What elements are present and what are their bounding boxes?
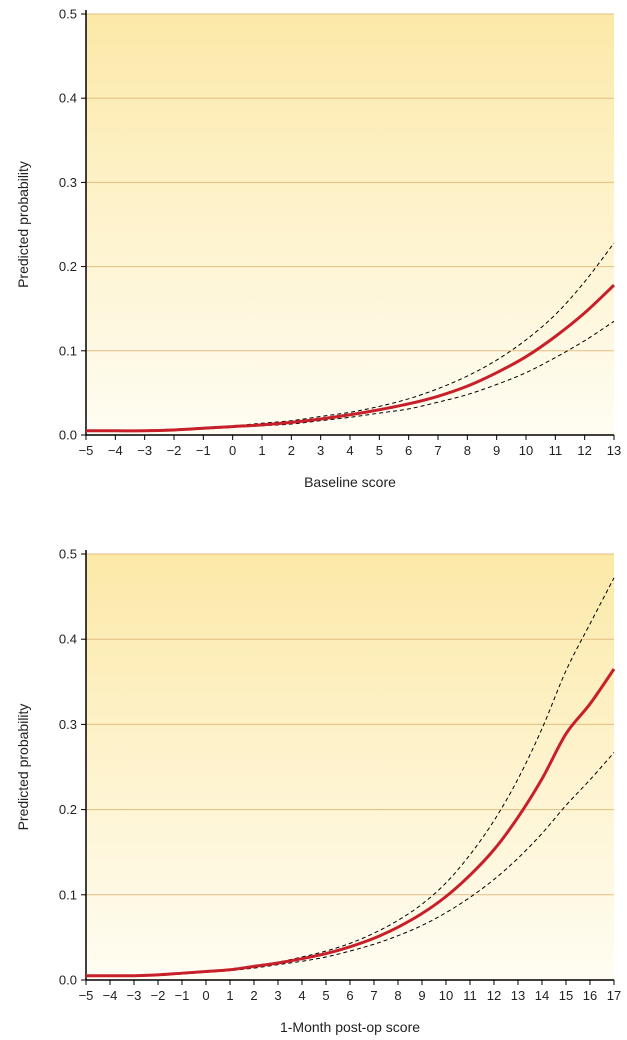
x-tick-label: 9 <box>418 988 425 1003</box>
x-tick-label: −2 <box>167 443 182 458</box>
x-tick-label: −5 <box>79 443 94 458</box>
x-tick-label: −5 <box>79 988 94 1003</box>
y-tick-label: 0.5 <box>59 547 77 562</box>
y-tick-label: 0.3 <box>59 175 77 190</box>
x-tick-label: 10 <box>439 988 453 1003</box>
y-tick-label: 0.4 <box>59 632 77 647</box>
x-tick-label: 5 <box>322 988 329 1003</box>
y-tick-label: 0.0 <box>59 973 77 988</box>
confidence-bound-line <box>85 242 615 432</box>
x-tick-label: −3 <box>137 443 152 458</box>
y-tick-label: 0.0 <box>59 428 77 443</box>
x-tick-label: 1 <box>226 988 233 1003</box>
x-tick-label: 1 <box>258 443 265 458</box>
y-tick-label: 0.5 <box>59 7 77 22</box>
post-op-score-chart: 0.00.10.20.30.40.5−5 −4 −3 −2 −1 0 1 2 3 4 5 6 7 8 9 10… <box>15 547 621 1036</box>
y-tick-label: 0.1 <box>59 343 77 358</box>
x-tick-label: −1 <box>175 988 190 1003</box>
x-tick-label: 3 <box>274 988 281 1003</box>
x-tick-label: 6 <box>405 443 412 458</box>
plot-background <box>86 14 614 435</box>
x-tick-label: 11 <box>463 988 477 1003</box>
x-tick-label: 6 <box>346 988 353 1003</box>
x-tick-label: 11 <box>549 443 563 458</box>
x-tick-label: −4 <box>103 988 118 1003</box>
y-tick-label: 0.2 <box>59 259 77 274</box>
x-tick-label: 7 <box>370 988 377 1003</box>
y-tick-label: 0.1 <box>59 887 77 902</box>
confidence-bound-line <box>86 577 615 977</box>
fit-line <box>86 668 616 978</box>
x-tick-label: −1 <box>196 443 211 458</box>
x-tick-label: 14 <box>535 988 549 1003</box>
x-tick-label: 17 <box>607 988 621 1003</box>
y-tick-label: 0.4 <box>59 91 77 106</box>
x-axis-label: Baseline score <box>304 474 396 490</box>
x-tick-label: 8 <box>464 443 471 458</box>
x-tick-label: 10 <box>519 443 533 458</box>
x-tick-label: 12 <box>577 443 591 458</box>
fit-line <box>86 284 616 433</box>
x-tick-label: 4 <box>346 443 353 458</box>
y-tick-label: 0.2 <box>59 802 77 817</box>
x-tick-label: 0 <box>202 988 209 1003</box>
x-axis-label: 1-Month post-op score <box>280 1019 420 1035</box>
x-tick-label: 15 <box>559 988 573 1003</box>
x-tick-label: 5 <box>376 443 383 458</box>
x-tick-label: 12 <box>487 988 501 1003</box>
x-tick-label: 3 <box>317 443 324 458</box>
y-axis-label: Predicted probability <box>15 704 31 831</box>
x-tick-label: 2 <box>288 443 295 458</box>
y-axis-label: Predicted probability <box>15 161 31 288</box>
x-tick-label: 13 <box>511 988 525 1003</box>
confidence-bound-line <box>86 752 615 977</box>
x-tick-label: 7 <box>434 443 441 458</box>
x-tick-label: 13 <box>607 443 621 458</box>
x-tick-label: 8 <box>394 988 401 1003</box>
x-tick-label: 9 <box>493 443 500 458</box>
x-tick-label: −4 <box>108 443 123 458</box>
y-tick-label: 0.3 <box>59 717 77 732</box>
x-tick-label: 4 <box>298 988 305 1003</box>
x-tick-label: −2 <box>151 988 166 1003</box>
x-tick-label: 16 <box>583 988 597 1003</box>
plot-background <box>86 554 614 980</box>
x-tick-label: 0 <box>229 443 236 458</box>
x-tick-label: −3 <box>127 988 142 1003</box>
baseline-score-chart: 0.00.10.20.30.40.5−5 −4 −3 −2 −1 0 1 2 3 4 5 6 7 8 9 10… <box>15 7 621 491</box>
x-tick-label: 2 <box>250 988 257 1003</box>
